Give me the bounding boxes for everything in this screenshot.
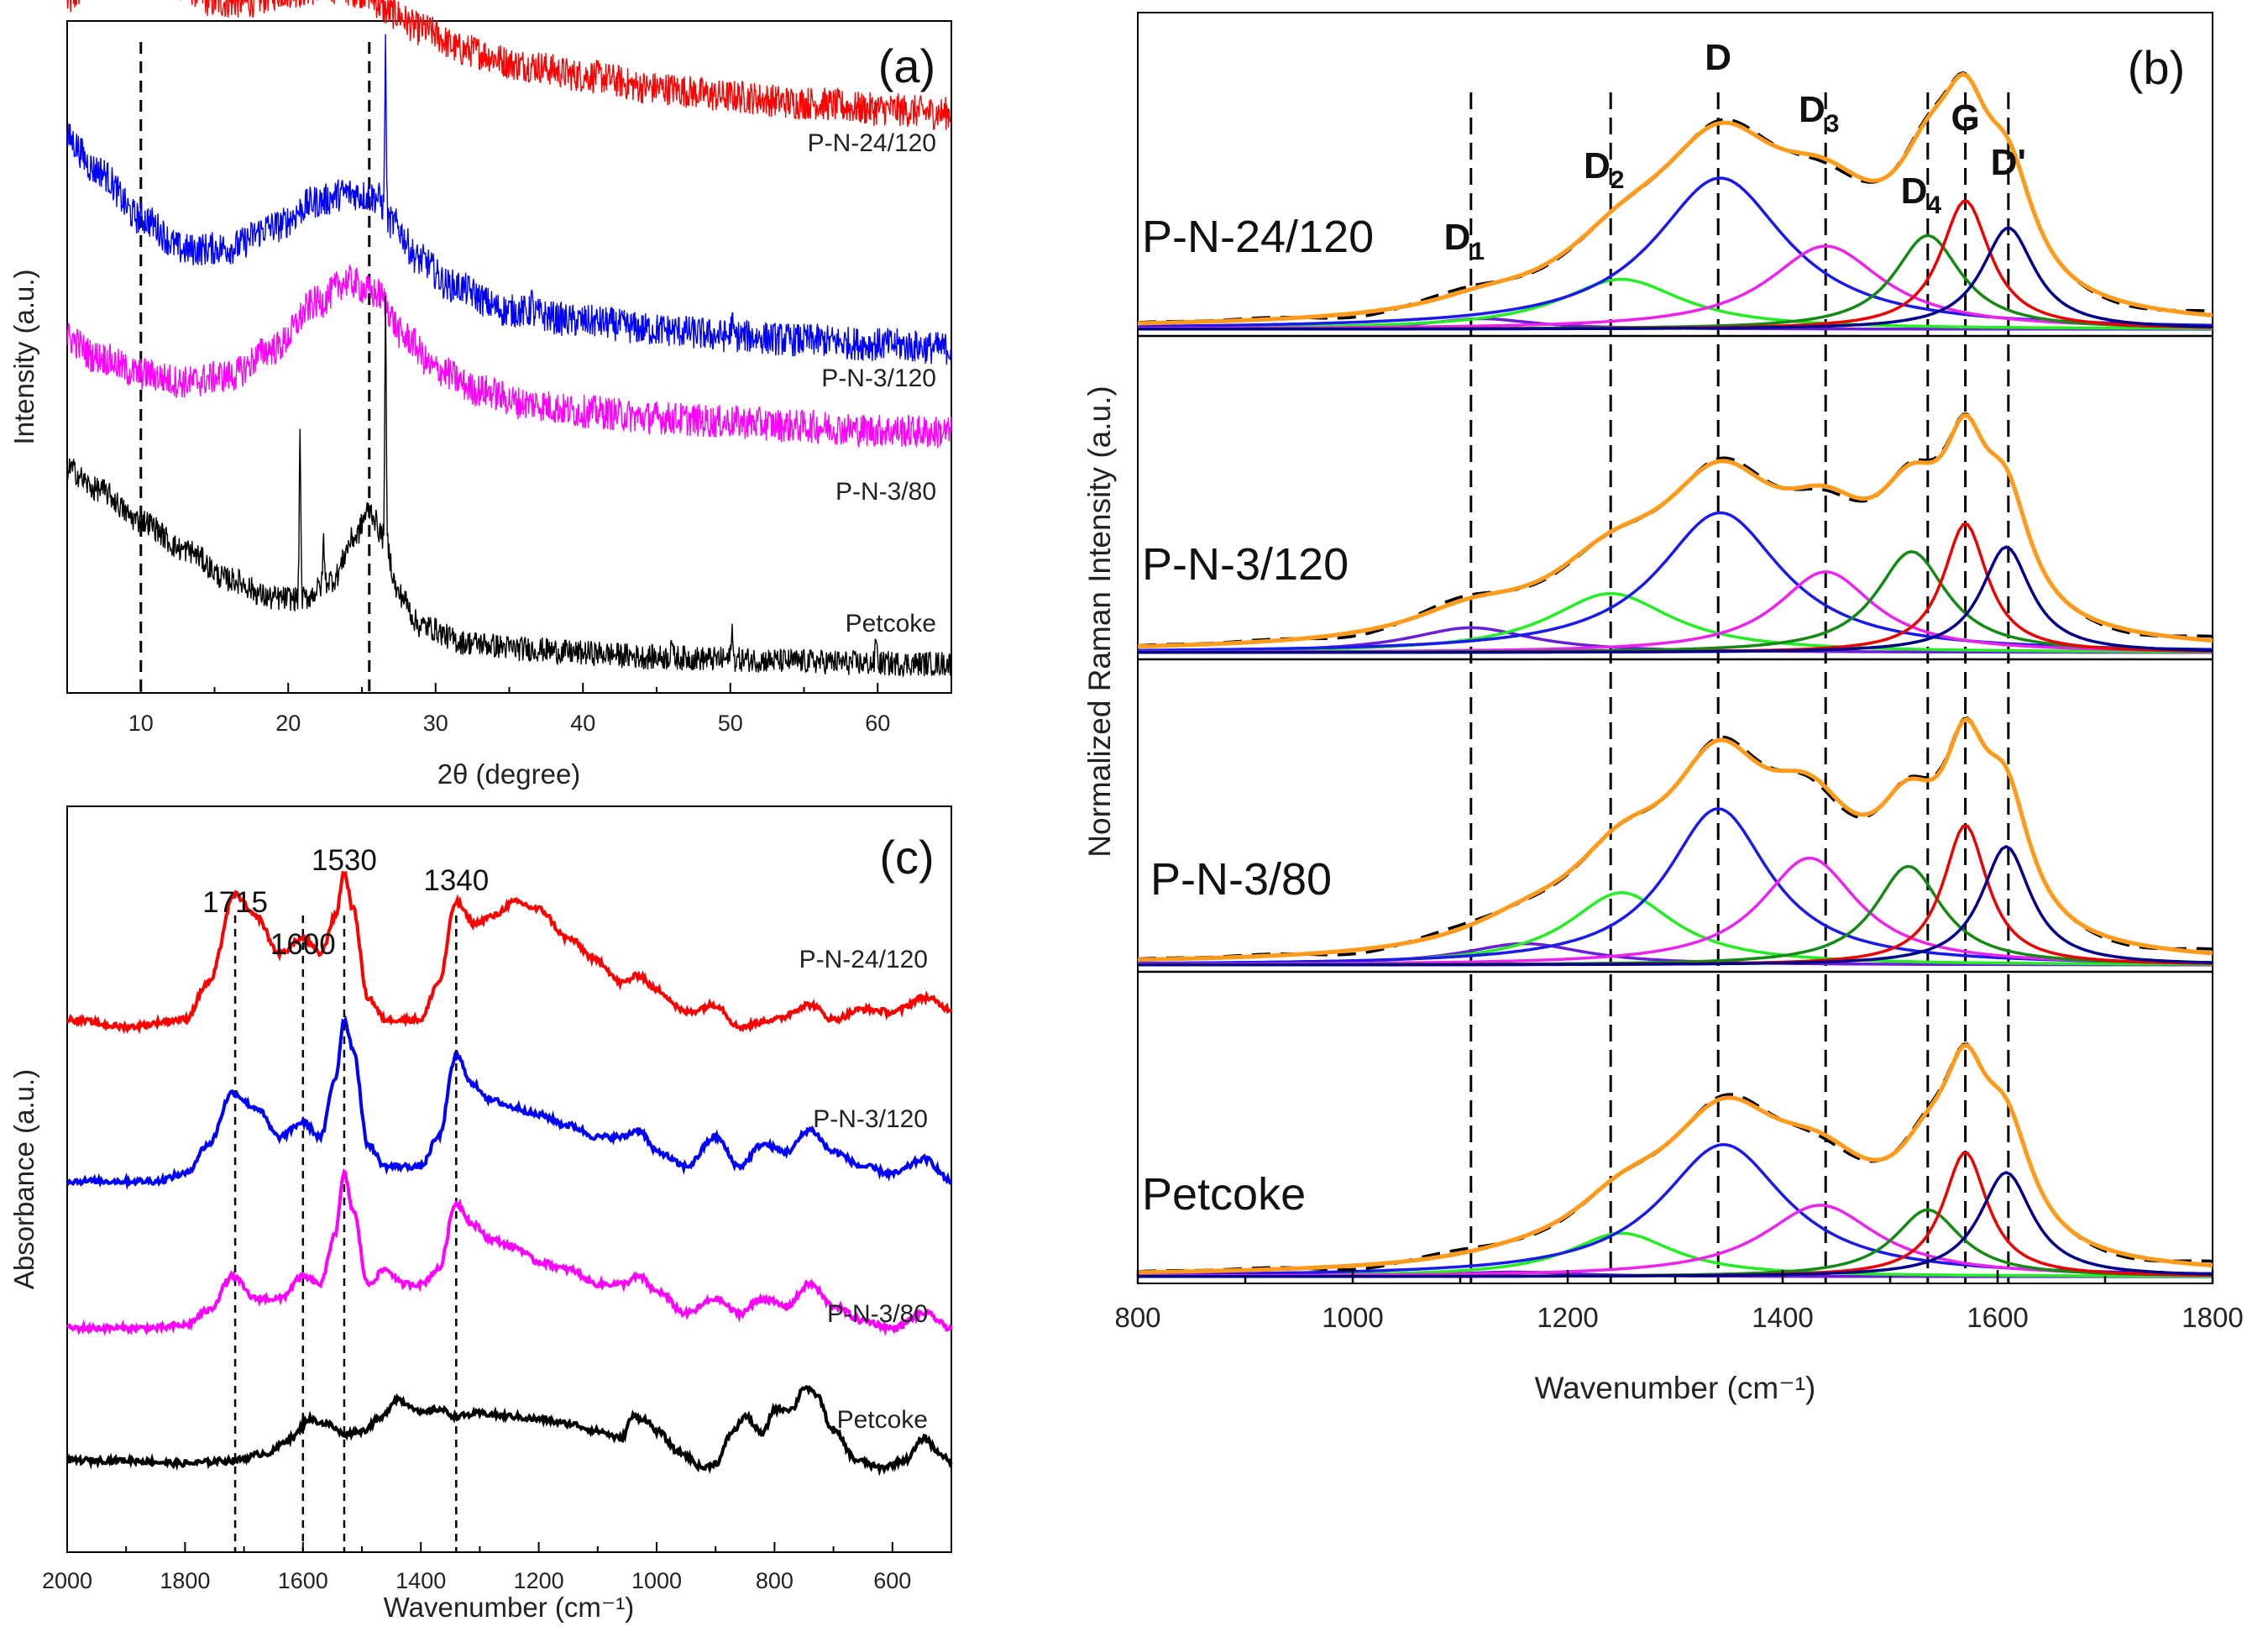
ftir-x-tick-label: 600 bbox=[873, 1568, 911, 1593]
ftir-plot-frame bbox=[66, 805, 952, 1553]
ftir-series-group bbox=[65, 870, 953, 1477]
ftir-peak-label: 1715 bbox=[202, 886, 268, 919]
xrd-series-group bbox=[66, 0, 952, 679]
raman-x-tick-label: 1400 bbox=[1752, 1302, 1813, 1333]
raman-sample-P-N-24/120: P-N-24/120 bbox=[1137, 71, 2213, 331]
ftir-line-P-N-3/120 bbox=[65, 1015, 952, 1191]
raman-peak-label: D' bbox=[1991, 142, 2026, 183]
xrd-y-axis-title: Intensity (a.u.) bbox=[8, 269, 39, 444]
raman-sample-P-N-3/80: P-N-3/80 bbox=[1137, 716, 2213, 967]
xrd-line-P-N-24/120 bbox=[66, 0, 952, 131]
ftir-x-ticks: 2000 1800 1600 1400 1200 1000 800 600 bbox=[42, 1542, 952, 1593]
xrd-series-label: Petcoke bbox=[846, 610, 936, 637]
ftir-line-P-N-3/80 bbox=[65, 1167, 953, 1337]
raman-sample-label: Petcoke bbox=[1142, 1169, 1306, 1220]
ftir-x-tick-label: 2000 bbox=[42, 1568, 92, 1593]
xrd-series-labels: P-N-24/120 P-N-3/120 P-N-3/80 Petcoke bbox=[808, 129, 936, 637]
ftir-peak-label: 1340 bbox=[423, 864, 489, 897]
ftir-x-tick-label: 1200 bbox=[514, 1568, 564, 1593]
ftir-x-tick-label: 1400 bbox=[395, 1568, 446, 1593]
raman-component-curve bbox=[1138, 227, 2213, 331]
ftir-peak-label: 1530 bbox=[312, 844, 377, 877]
xrd-x-ticks: 10 20 30 40 50 60 bbox=[66, 683, 952, 736]
ftir-line-P-N-24/120 bbox=[65, 870, 953, 1035]
raman-component-curve bbox=[1138, 844, 2213, 967]
raman-peak-label: D3 bbox=[1799, 89, 1839, 138]
raman-envelope-curve bbox=[1137, 1043, 2213, 1275]
ftir-series-label: P-N-3/80 bbox=[827, 1300, 928, 1328]
ftir-reference-lines bbox=[233, 916, 458, 1552]
xrd-series-label: P-N-3/120 bbox=[821, 365, 936, 392]
xrd-panel: 10 20 30 40 50 60 P-N-24/120 P-N-3/120 P-N-3/80… bbox=[8, 0, 952, 790]
xrd-x-tick-label: 40 bbox=[570, 711, 595, 736]
xrd-line-P-N-3/120 bbox=[66, 34, 952, 365]
xrd-x-axis-title: 2θ (degree) bbox=[437, 758, 581, 790]
raman-sample-label: P-N-24/120 bbox=[1142, 212, 1374, 262]
ftir-peak-label: 1600 bbox=[270, 928, 336, 961]
raman-experimental-fit bbox=[1137, 412, 2213, 648]
raman-x-axis-title: Wavenumber (cm⁻¹) bbox=[1535, 1371, 1816, 1405]
raman-component-curve bbox=[1138, 545, 2213, 654]
raman-peak-label: G bbox=[1951, 97, 1979, 139]
raman-y-axis-title: Normalized Raman Intensity (a.u.) bbox=[1082, 386, 1117, 857]
ftir-x-tick-label: 800 bbox=[756, 1568, 794, 1593]
xrd-x-tick-label: 50 bbox=[718, 711, 743, 736]
xrd-panel-label: (a) bbox=[878, 39, 935, 92]
raman-peak-label: D bbox=[1705, 37, 1731, 78]
raman-peak-labels: D1 D2 D D3 D4G D' bbox=[1444, 37, 2026, 265]
raman-peak-label: D4 bbox=[1901, 171, 1942, 219]
ftir-line-Petcoke bbox=[65, 1385, 953, 1477]
xrd-x-tick-label: 10 bbox=[128, 711, 154, 736]
raman-experimental-fit bbox=[1137, 1042, 2213, 1273]
xrd-line-P-N-3/80 bbox=[66, 265, 952, 449]
ftir-y-axis-title: Absorbance (a.u.) bbox=[8, 1069, 39, 1289]
raman-x-tick-label: 800 bbox=[1114, 1302, 1160, 1333]
raman-sample-P-N-3/120: P-N-3/120 bbox=[1137, 412, 2213, 654]
raman-panel-label: (b) bbox=[2128, 41, 2185, 94]
raman-envelope-curve bbox=[1137, 413, 2213, 649]
ftir-series-labels: P-N-24/120 P-N-3/120 P-N-3/80 Petcoke bbox=[799, 946, 928, 1434]
raman-sample-label: P-N-3/120 bbox=[1142, 539, 1349, 590]
ftir-series-label: P-N-24/120 bbox=[799, 946, 928, 973]
raman-experimental-fit bbox=[1137, 71, 2213, 324]
ftir-x-tick-label: 1000 bbox=[631, 1568, 682, 1593]
raman-reference-lines bbox=[1469, 92, 2010, 1283]
xrd-series-label: P-N-3/80 bbox=[835, 478, 936, 506]
raman-x-tick-label: 1600 bbox=[1967, 1302, 2028, 1333]
raman-subplot-dividers bbox=[1138, 334, 2213, 973]
raman-sample-Petcoke: Petcoke bbox=[1137, 1042, 2213, 1278]
raman-x-ticks: 800 1000 1200 1400 1600 1800 bbox=[1114, 1270, 2244, 1333]
xrd-x-tick-label: 60 bbox=[865, 711, 890, 736]
raman-envelope-curve bbox=[1137, 71, 2213, 326]
ftir-series-label: P-N-3/120 bbox=[813, 1105, 928, 1133]
raman-x-tick-label: 1200 bbox=[1537, 1302, 1598, 1333]
ftir-series-label: Petcoke bbox=[837, 1406, 928, 1434]
ftir-x-tick-label: 1800 bbox=[160, 1568, 210, 1593]
raman-peak-label: D2 bbox=[1584, 145, 1624, 194]
raman-x-tick-label: 1000 bbox=[1322, 1302, 1383, 1333]
xrd-series-label: P-N-24/120 bbox=[808, 129, 936, 157]
xrd-x-tick-label: 20 bbox=[275, 711, 301, 736]
raman-x-tick-label: 1800 bbox=[2182, 1302, 2243, 1333]
raman-envelope-curve bbox=[1137, 716, 2213, 963]
raman-peak-label: D1 bbox=[1444, 217, 1485, 265]
xrd-x-tick-label: 30 bbox=[423, 711, 448, 736]
raman-component-curve bbox=[1138, 1171, 2213, 1278]
raman-sample-label: P-N-3/80 bbox=[1150, 854, 1332, 905]
ftir-x-axis-title: Wavenumber (cm⁻¹) bbox=[384, 1592, 635, 1623]
ftir-x-tick-label: 1600 bbox=[278, 1568, 328, 1593]
xrd-plot-frame bbox=[66, 20, 952, 694]
ftir-panel-label: (c) bbox=[879, 831, 934, 884]
raman-samples-group: P-N-24/120 P-N-3/120 P-N-3/80 Petcoke bbox=[1137, 71, 2213, 1278]
xrd-line-Petcoke bbox=[66, 296, 952, 679]
raman-component-curve bbox=[1137, 511, 2213, 653]
xrd-reference-lines bbox=[139, 42, 371, 693]
